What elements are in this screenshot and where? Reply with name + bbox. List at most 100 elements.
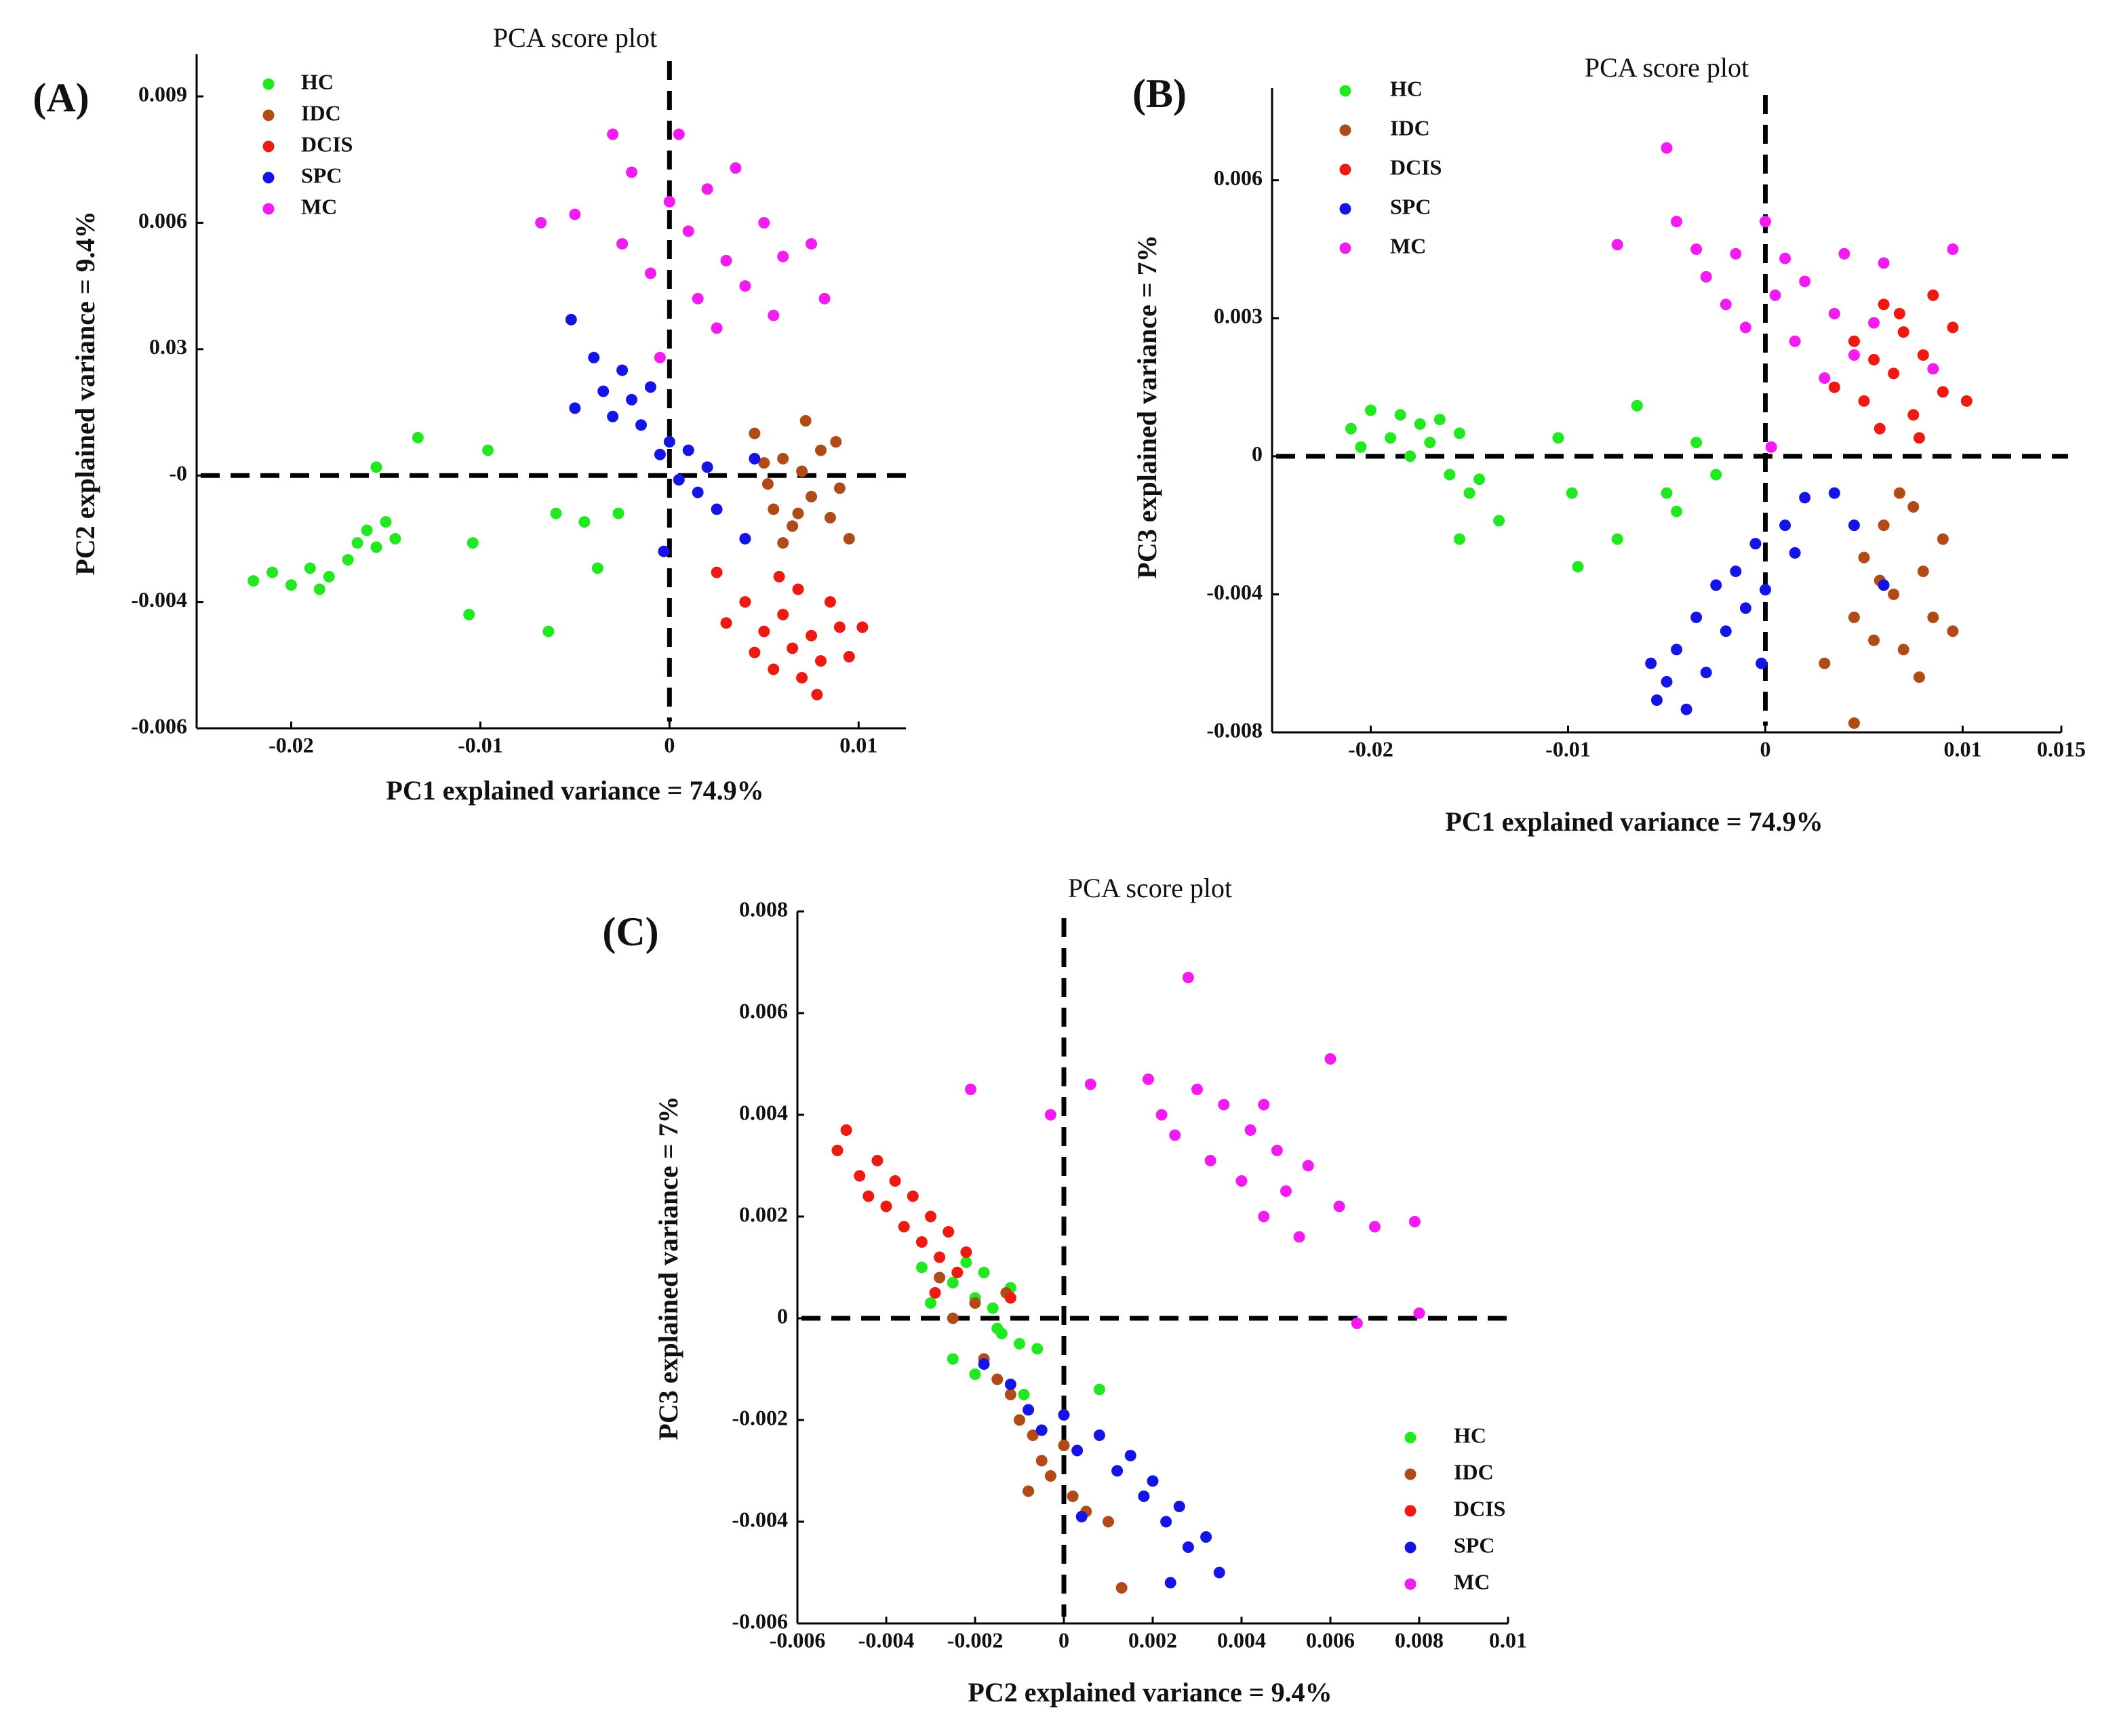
point <box>947 1353 959 1365</box>
point <box>1124 1450 1136 1461</box>
point <box>1893 487 1905 499</box>
point <box>247 575 260 587</box>
point <box>1848 349 1860 361</box>
point <box>1093 1383 1105 1396</box>
point <box>739 280 751 292</box>
legend-marker <box>1339 242 1351 254</box>
point <box>824 596 836 608</box>
x-tick-label: 0 <box>1760 736 1771 761</box>
point <box>969 1368 981 1380</box>
point <box>854 1170 866 1182</box>
legend-label: DCIS <box>1390 155 1442 179</box>
point <box>1947 625 1959 637</box>
point <box>1671 216 1683 228</box>
point <box>951 1267 964 1278</box>
point <box>682 225 694 237</box>
x-tick-label: 0.01 <box>839 732 877 757</box>
point <box>730 162 742 174</box>
point <box>929 1287 941 1299</box>
point <box>1572 561 1584 573</box>
point <box>711 566 723 578</box>
y-axis-label: PC3 explained variance = 7% <box>1132 235 1162 578</box>
point <box>1093 1429 1105 1441</box>
point <box>1200 1531 1212 1543</box>
point <box>898 1221 910 1233</box>
y-tick-label: -0.008 <box>1206 717 1263 742</box>
point <box>1710 579 1722 591</box>
point <box>1611 239 1623 251</box>
point <box>1756 657 1768 669</box>
point <box>1650 694 1663 706</box>
y-tick-label: -0.006 <box>732 1609 788 1633</box>
point <box>1324 1053 1336 1065</box>
y-tick-label: 0.008 <box>739 896 788 921</box>
point <box>1147 1475 1159 1487</box>
point <box>1789 547 1801 559</box>
point <box>925 1297 936 1309</box>
point <box>285 579 297 591</box>
legend-marker <box>1339 124 1351 136</box>
point <box>1661 487 1673 499</box>
x-tick-label: 0.008 <box>1395 1628 1444 1652</box>
point <box>591 562 603 574</box>
point <box>482 444 494 456</box>
point <box>1819 657 1831 669</box>
point <box>1111 1465 1124 1477</box>
point <box>947 1312 959 1324</box>
point <box>814 655 827 667</box>
point <box>663 436 675 448</box>
point <box>1907 409 1920 421</box>
point <box>663 195 675 208</box>
point <box>1075 1511 1088 1522</box>
point <box>1071 1444 1084 1457</box>
point <box>934 1271 946 1284</box>
point <box>1058 1409 1070 1421</box>
point <box>1218 1099 1230 1111</box>
point <box>1213 1566 1225 1579</box>
point <box>739 532 751 545</box>
point <box>1690 611 1703 623</box>
legend-marker <box>1339 85 1351 97</box>
legend-label: IDC <box>301 100 341 125</box>
point <box>1917 566 1929 577</box>
point <box>550 507 562 519</box>
point <box>1444 469 1456 481</box>
point <box>1907 501 1920 513</box>
point <box>831 1145 844 1156</box>
legend-marker <box>1339 163 1351 176</box>
point <box>1927 363 1939 375</box>
point <box>1858 551 1870 564</box>
point <box>654 351 666 363</box>
point <box>749 452 761 465</box>
chart-title: PCA score plot <box>1068 873 1232 903</box>
point <box>1700 271 1712 283</box>
point <box>1067 1491 1079 1502</box>
point <box>1645 657 1657 669</box>
point <box>1819 372 1831 384</box>
point <box>616 364 629 376</box>
point <box>1848 611 1860 623</box>
point <box>777 452 789 465</box>
point <box>313 583 325 595</box>
point <box>915 1236 928 1248</box>
legend-label: HC <box>1390 76 1423 100</box>
point <box>658 545 670 557</box>
point <box>1035 1424 1048 1436</box>
point <box>1424 437 1436 448</box>
point <box>569 402 581 414</box>
point <box>1917 349 1929 361</box>
point <box>907 1190 919 1202</box>
point <box>654 448 666 460</box>
legend-label: IDC <box>1454 1459 1494 1484</box>
point <box>1671 505 1683 517</box>
legend-label: MC <box>1390 233 1426 258</box>
point <box>1927 611 1939 623</box>
point <box>1385 432 1397 444</box>
y-tick-label: 0 <box>1252 441 1263 466</box>
point <box>1333 1200 1345 1212</box>
point <box>749 427 761 439</box>
point <box>578 516 591 528</box>
point <box>1947 243 1959 255</box>
point <box>1169 1129 1181 1141</box>
point <box>843 532 855 545</box>
